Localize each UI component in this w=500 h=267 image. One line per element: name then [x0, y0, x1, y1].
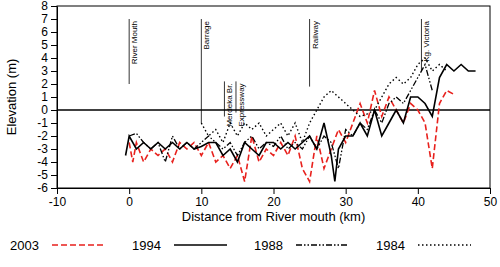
tick-label: 20 [267, 195, 281, 209]
annotation-label: Expressway [237, 83, 246, 126]
tick-mark [51, 188, 57, 189]
tick-label: 8 [41, 0, 48, 13]
plot-frame [57, 6, 490, 188]
tick-label: -10 [49, 195, 67, 209]
tick-mark [490, 188, 491, 194]
tick-label: -4 [37, 155, 48, 169]
tick: -2 [37, 129, 57, 143]
series-line [129, 65, 432, 169]
tick-label: -2 [37, 129, 48, 143]
legend-label: 2003 [10, 238, 39, 253]
tick-mark [346, 188, 347, 194]
tick: 20 [267, 188, 281, 209]
tick-mark [51, 6, 57, 7]
y-axis: -6-5-4-3-2-1012345678 [37, 0, 57, 195]
tick: 30 [339, 188, 353, 209]
tick: 40 [412, 188, 426, 209]
tick-mark [51, 32, 57, 33]
tick-label: 6 [41, 25, 48, 39]
tick-label: 5 [41, 38, 48, 52]
tick: 2 [41, 77, 57, 91]
tick: -5 [37, 168, 57, 182]
tick-mark [51, 175, 57, 176]
legend-swatch [418, 244, 471, 245]
tick-mark [418, 188, 419, 194]
tick-label: 1 [41, 90, 48, 104]
legend-label: 1994 [132, 238, 161, 253]
tick: 7 [41, 12, 57, 26]
chart: -1001020304050-6-5-4-3-2-1012345678River… [0, 0, 500, 267]
tick: 1 [41, 90, 57, 104]
tick: -6 [37, 181, 57, 195]
x-axis: -10 0 10 20 30 40 50 [49, 188, 498, 209]
tick-mark [57, 188, 58, 194]
data-area [57, 19, 490, 182]
tick-mark [51, 97, 57, 98]
tick-mark [51, 110, 57, 111]
tick-label: -6 [37, 181, 48, 195]
legend-swatch [296, 244, 349, 245]
tick-label: 3 [41, 64, 48, 78]
tick-label: -5 [37, 168, 48, 182]
tick-mark [51, 149, 57, 150]
tick-label: 0 [41, 103, 48, 117]
tick: 50 [484, 188, 498, 209]
tick: 6 [41, 25, 57, 39]
y-axis-title: Elevation (m) [4, 59, 19, 136]
annotation-label: Kg. Victoria [422, 20, 431, 61]
tick: -10 [49, 188, 67, 209]
series-line [129, 91, 454, 182]
tick-mark [51, 19, 57, 20]
tick-mark [51, 136, 57, 137]
series-line [201, 58, 446, 143]
tick: 3 [41, 64, 57, 78]
x-axis-title: Distance from River mouth (km) [182, 209, 365, 224]
tick: -4 [37, 155, 57, 169]
tick-mark [51, 45, 57, 46]
tick-label: 50 [484, 195, 498, 209]
tick-mark [129, 188, 130, 194]
tick-mark [201, 188, 202, 194]
tick-label: 0 [126, 195, 133, 209]
tick: -1 [37, 116, 57, 130]
tick-label: 40 [412, 195, 426, 209]
legend: 2003 1994 1988 1984 [10, 238, 471, 253]
annotation-label: Barrage [202, 20, 211, 49]
tick-mark [51, 162, 57, 163]
tick-label: 30 [339, 195, 353, 209]
tick-mark [51, 58, 57, 59]
tick-label: 7 [41, 12, 48, 26]
tick-label: 4 [41, 51, 48, 65]
tick-mark [51, 123, 57, 124]
tick: 4 [41, 51, 57, 65]
tick: 5 [41, 38, 57, 52]
axis-line [57, 7, 58, 189]
legend-swatch [174, 244, 227, 246]
annotation-label: River Mouth [130, 21, 139, 64]
tick-mark [51, 71, 57, 72]
tick: -3 [37, 142, 57, 156]
tick-label: 2 [41, 77, 48, 91]
tick-label: -1 [37, 116, 48, 130]
tick: 0 [41, 103, 57, 117]
annotation-label: Railway [311, 21, 320, 49]
tick-label: 10 [195, 195, 209, 209]
tick: 10 [195, 188, 209, 209]
tick: 8 [41, 0, 57, 13]
plot: -1001020304050-6-5-4-3-2-1012345678River… [37, 0, 497, 209]
legend-swatch [52, 244, 105, 246]
tick-label: -3 [37, 142, 48, 156]
tick-mark [274, 188, 275, 194]
legend-label: 1988 [254, 238, 283, 253]
annotation-label: Merdeka Br. [225, 83, 234, 126]
reference-line [57, 109, 490, 111]
tick-mark [51, 84, 57, 85]
series-line [126, 65, 476, 182]
legend-label: 1984 [376, 238, 405, 253]
tick: 0 [126, 188, 133, 209]
